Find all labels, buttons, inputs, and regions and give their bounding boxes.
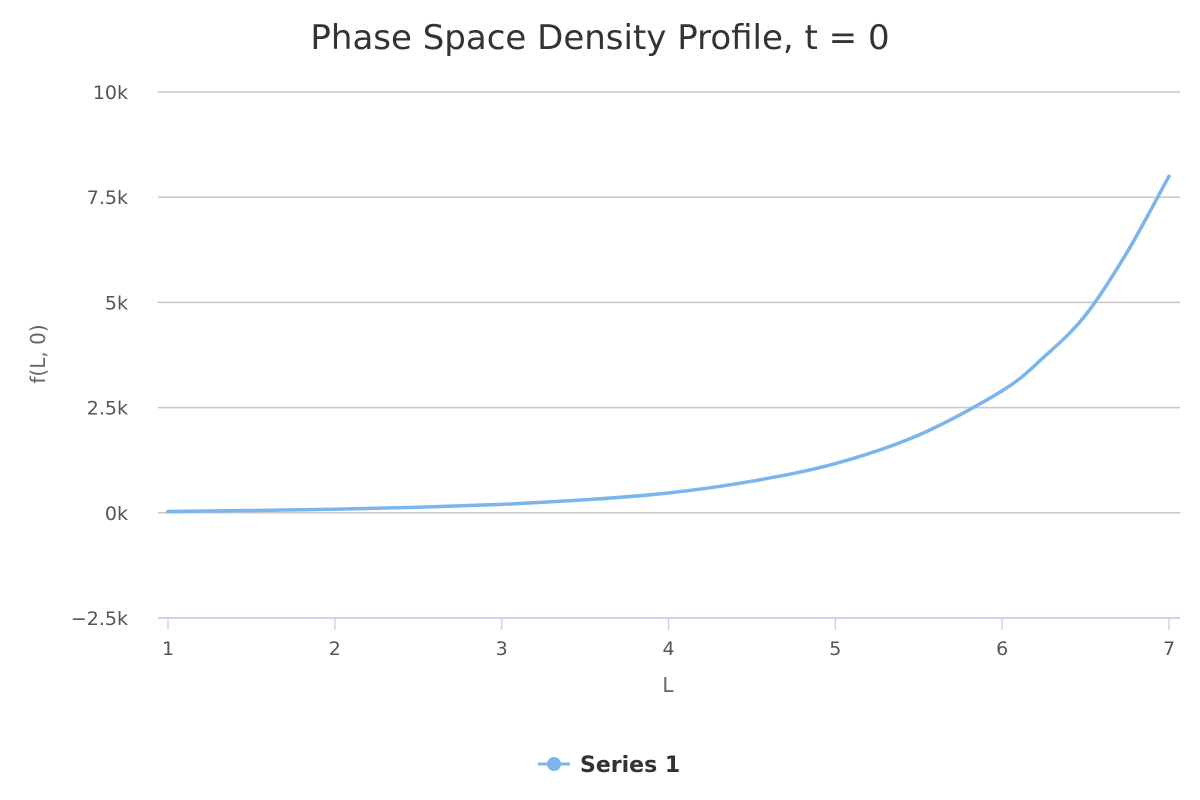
x-axis-label: L bbox=[662, 673, 674, 697]
x-axis: 1 2 3 4 5 6 7 bbox=[162, 618, 1175, 660]
y-tick-label: −2.5k bbox=[71, 608, 128, 630]
legend-marker bbox=[547, 757, 561, 771]
x-tick-label: 3 bbox=[496, 638, 508, 660]
series-group bbox=[166, 174, 1171, 514]
x-tick-label: 4 bbox=[662, 638, 674, 660]
x-tick-label: 6 bbox=[996, 638, 1008, 660]
chart-title: Phase Space Density Profile, t = 0 bbox=[310, 18, 889, 58]
x-tick-label: 1 bbox=[162, 638, 174, 660]
y-tick-label: 2.5k bbox=[87, 398, 128, 420]
y-axis-label: f(L, 0) bbox=[26, 324, 50, 383]
legend[interactable]: Series 1 bbox=[538, 753, 680, 778]
legend-label[interactable]: Series 1 bbox=[580, 753, 680, 778]
x-tick-label: 5 bbox=[829, 638, 841, 660]
y-tick-label: 10k bbox=[93, 82, 128, 104]
y-tick-label: 7.5k bbox=[87, 187, 128, 209]
series-line-1 bbox=[166, 174, 1171, 514]
x-tick-label: 7 bbox=[1163, 638, 1175, 660]
y-tick-label: 5k bbox=[105, 292, 128, 314]
y-tick-label: 0k bbox=[105, 503, 128, 525]
y-axis-ticks: 10k 7.5k 5k 2.5k 0k −2.5k bbox=[71, 82, 128, 630]
grid-lines bbox=[158, 91, 1180, 619]
x-tick-label: 2 bbox=[329, 638, 341, 660]
